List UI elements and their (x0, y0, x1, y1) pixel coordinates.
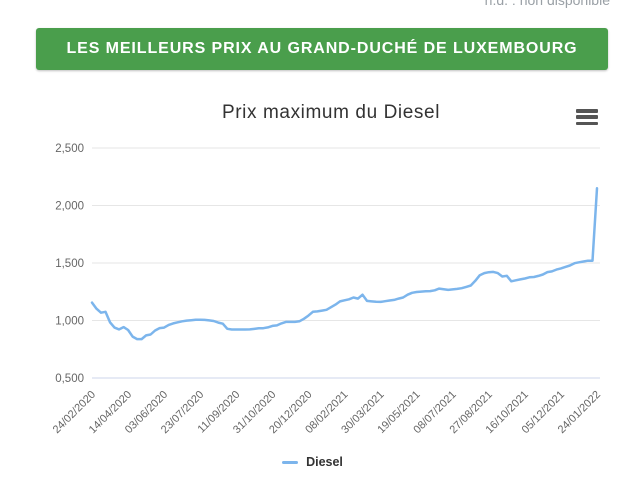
hamburger-icon (576, 109, 598, 113)
abbreviation-note: n.d. : non disponible (484, 0, 610, 8)
best-prices-banner-button[interactable]: LES MEILLEURS PRIX AU GRAND-DUCHÉ DE LUX… (36, 28, 608, 70)
legend-item-diesel[interactable]: Diesel (0, 452, 625, 472)
y-axis-tick-label: 0,500 (55, 373, 84, 385)
hamburger-icon (576, 115, 598, 119)
diesel-series-line[interactable] (90, 187, 599, 341)
chart-context-menu-button[interactable] (576, 109, 598, 125)
chart-title: Prix maximum du Diesel (221, 102, 441, 123)
y-axis-tick-label: 1,500 (55, 258, 84, 270)
legend-line-marker (282, 460, 299, 464)
y-axis-tick-label: 2,500 (55, 143, 84, 155)
legend-label: Diesel (306, 455, 343, 469)
hamburger-icon (576, 121, 598, 125)
y-axis-tick-label: 2,000 (55, 201, 84, 213)
y-axis-tick-label: 1,000 (55, 316, 84, 328)
best-prices-banner-label: LES MEILLEURS PRIX AU GRAND-DUCHÉ DE LUX… (66, 40, 578, 57)
